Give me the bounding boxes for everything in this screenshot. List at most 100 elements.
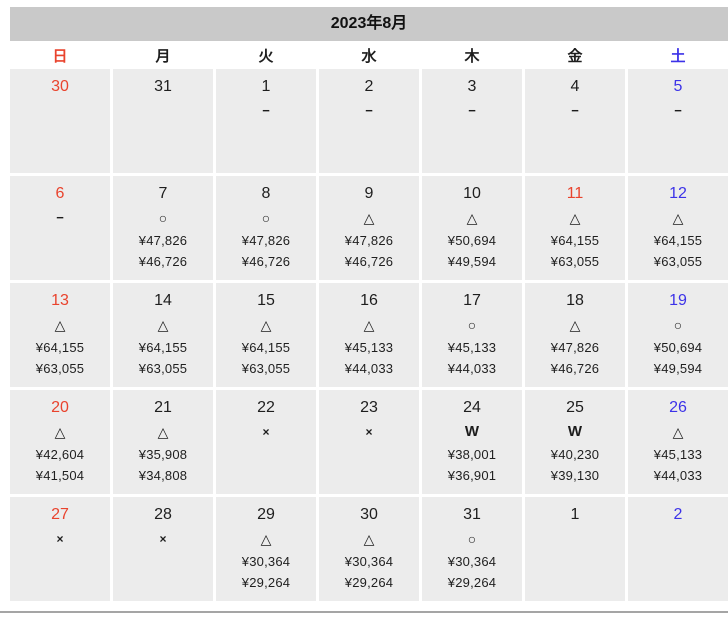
day-number: 24: [463, 399, 481, 416]
availability-symbol: W: [464, 423, 480, 440]
availability-symbol: △: [260, 317, 272, 333]
day-cell[interactable]: 8 ○ ¥47,826 ¥46,726: [216, 176, 316, 280]
day-number: 21: [154, 399, 172, 416]
price-primary: ¥50,694: [447, 233, 497, 248]
price-primary: ¥35,908: [138, 447, 188, 462]
day-cell[interactable]: 13 △ ¥64,155 ¥63,055: [10, 283, 110, 387]
price-primary: ¥47,826: [344, 233, 394, 248]
day-cell[interactable]: 15 △ ¥64,155 ¥63,055: [216, 283, 316, 387]
day-cell: 27 ×: [10, 497, 110, 601]
day-number: 1: [570, 506, 580, 523]
day-cell: 2: [628, 497, 728, 601]
day-number: 17: [463, 292, 481, 309]
availability-symbol: △: [363, 210, 375, 226]
day-number: 27: [51, 506, 69, 523]
price-secondary: ¥29,264: [241, 575, 291, 590]
price-primary: ¥38,001: [447, 447, 497, 462]
day-number: 30: [360, 506, 378, 523]
availability-symbol: △: [569, 210, 581, 226]
day-cell[interactable]: 18 △ ¥47,826 ¥46,726: [525, 283, 625, 387]
day-cell[interactable]: 19 ○ ¥50,694 ¥49,594: [628, 283, 728, 387]
price-primary: ¥64,155: [550, 233, 600, 248]
availability-symbol: −: [365, 103, 373, 118]
day-cell: 4 −: [525, 69, 625, 173]
day-cell[interactable]: 7 ○ ¥47,826 ¥46,726: [113, 176, 213, 280]
price-secondary: ¥46,726: [138, 254, 188, 269]
day-number: 19: [669, 292, 687, 309]
day-cell[interactable]: 21 △ ¥35,908 ¥34,808: [113, 390, 213, 494]
price-primary: ¥64,155: [35, 340, 85, 355]
day-cell[interactable]: 24 W ¥38,001 ¥36,901: [422, 390, 522, 494]
availability-symbol: △: [466, 210, 478, 226]
weekday-header-row: 日月火水木金土: [10, 41, 728, 69]
price-secondary: ¥41,504: [35, 468, 85, 483]
price-secondary: ¥46,726: [344, 254, 394, 269]
calendar-month-title: 2023年8月: [10, 7, 728, 41]
availability-symbol: ○: [261, 210, 271, 226]
day-cell[interactable]: 9 △ ¥47,826 ¥46,726: [319, 176, 419, 280]
price-primary: ¥30,364: [344, 554, 394, 569]
availability-symbol: −: [56, 210, 64, 225]
day-cell[interactable]: 17 ○ ¥45,133 ¥44,033: [422, 283, 522, 387]
availability-symbol: △: [54, 317, 66, 333]
day-cell[interactable]: 25 W ¥40,230 ¥39,130: [525, 390, 625, 494]
price-primary: ¥64,155: [653, 233, 703, 248]
availability-symbol: ○: [158, 210, 168, 226]
day-cell[interactable]: 11 △ ¥64,155 ¥63,055: [525, 176, 625, 280]
price-secondary: ¥63,055: [550, 254, 600, 269]
price-secondary: ¥63,055: [241, 361, 291, 376]
weekday-header: 木: [464, 47, 480, 65]
day-number: 20: [51, 399, 69, 416]
availability-symbol: △: [672, 210, 684, 226]
day-cell[interactable]: 12 △ ¥64,155 ¥63,055: [628, 176, 728, 280]
day-cell[interactable]: 26 △ ¥45,133 ¥44,033: [628, 390, 728, 494]
availability-symbol: △: [569, 317, 581, 333]
day-number: 2: [673, 506, 683, 523]
day-number: 25: [566, 399, 584, 416]
price-primary: ¥42,604: [35, 447, 85, 462]
day-number: 12: [669, 185, 687, 202]
day-cell[interactable]: 10 △ ¥50,694 ¥49,594: [422, 176, 522, 280]
availability-symbol: ×: [262, 425, 270, 439]
availability-symbol: ○: [673, 317, 683, 333]
day-number: 4: [570, 78, 580, 95]
day-number: 26: [669, 399, 687, 416]
day-cell: 1: [525, 497, 625, 601]
day-number: 31: [154, 78, 172, 95]
day-number: 18: [566, 292, 584, 309]
price-secondary: ¥49,594: [653, 361, 703, 376]
day-cell[interactable]: 14 △ ¥64,155 ¥63,055: [113, 283, 213, 387]
day-number: 23: [360, 399, 378, 416]
day-number: 14: [154, 292, 172, 309]
availability-symbol: ×: [159, 532, 167, 546]
day-cell: 23 ×: [319, 390, 419, 494]
day-cell: 30: [10, 69, 110, 173]
availability-symbol: ○: [467, 531, 477, 547]
availability-symbol: ×: [56, 532, 64, 546]
weekday-header: 日: [52, 47, 68, 65]
weekday-header: 金: [567, 47, 583, 65]
availability-symbol: −: [674, 103, 682, 118]
day-number: 6: [55, 185, 65, 202]
day-cell: 2 −: [319, 69, 419, 173]
day-cell[interactable]: 16 △ ¥45,133 ¥44,033: [319, 283, 419, 387]
day-cell[interactable]: 31 ○ ¥30,364 ¥29,264: [422, 497, 522, 601]
availability-symbol: △: [157, 317, 169, 333]
day-cell[interactable]: 30 △ ¥30,364 ¥29,264: [319, 497, 419, 601]
availability-symbol: △: [363, 317, 375, 333]
day-number: 11: [566, 185, 584, 202]
weekday-header: 土: [670, 47, 686, 65]
day-number: 9: [364, 185, 374, 202]
day-number: 8: [261, 185, 271, 202]
price-primary: ¥47,826: [241, 233, 291, 248]
availability-symbol: −: [571, 103, 579, 118]
availability-symbol: ×: [365, 425, 373, 439]
price-primary: ¥30,364: [447, 554, 497, 569]
price-primary: ¥30,364: [241, 554, 291, 569]
day-cell[interactable]: 20 △ ¥42,604 ¥41,504: [10, 390, 110, 494]
availability-symbol: △: [363, 531, 375, 547]
availability-symbol: −: [262, 103, 270, 118]
weekday-header: 月: [155, 47, 171, 65]
availability-symbol: △: [260, 531, 272, 547]
day-cell[interactable]: 29 △ ¥30,364 ¥29,264: [216, 497, 316, 601]
